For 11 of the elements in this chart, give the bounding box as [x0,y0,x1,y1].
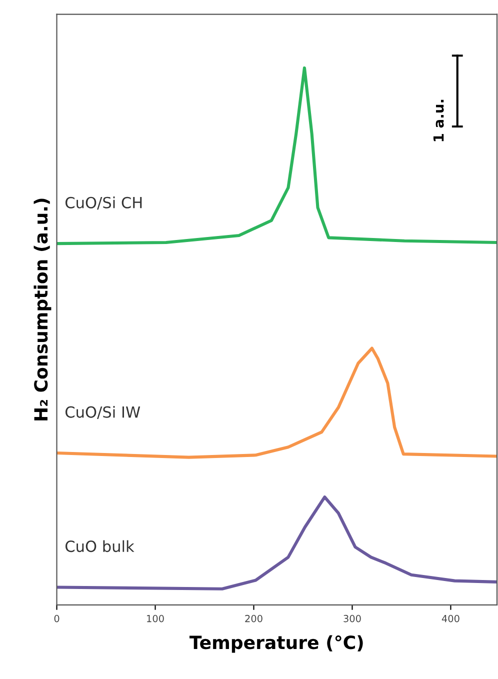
text: CuO/Si IW [66,406,140,420]
x-tick-label: 0 [54,614,60,622]
text: CuO bulk [66,540,134,552]
x-axis-title: Temperature (°C) [190,635,363,653]
x-tick-label: 200 [245,614,262,622]
y-axis-title: H₂ Consumption (a.u.) [34,198,52,420]
annotation: 1 a.u. [433,100,444,142]
x-tick-label: 400 [442,614,460,622]
x-tick-label: 100 [147,614,164,622]
text: CuO/Si CH [66,196,142,210]
x-tick-label: 300 [344,614,361,622]
